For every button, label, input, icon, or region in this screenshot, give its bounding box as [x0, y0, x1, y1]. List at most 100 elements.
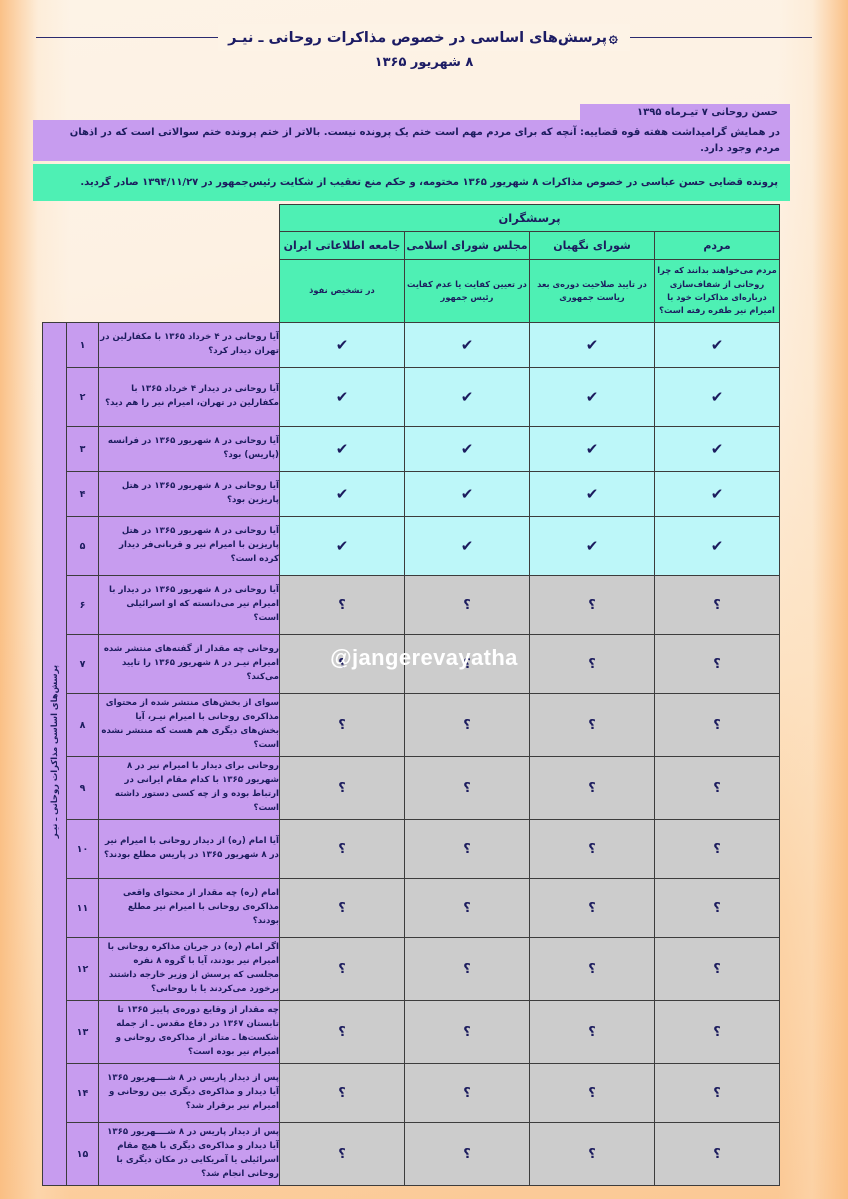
- answer-cell-r13-c2: ؟: [529, 1000, 655, 1064]
- row-number-13: ۱۳: [65, 1000, 99, 1064]
- quote-attribution: حسن روحانی ۷ تیـرماه ۱۳۹۵: [580, 104, 790, 120]
- matrix-column-desc-row: مردم می‌خواهند بدانند که چرا روحانی از ش…: [42, 259, 780, 323]
- notice-banner-green: پرونده قضایی حسن عباسی در خصوص مذاکرات ۸…: [33, 164, 790, 201]
- answer-cell-r1-c1: ✔: [654, 322, 780, 368]
- row-number-14: ۱۴: [65, 1063, 99, 1123]
- page-title: ۞پرسش‌های اساسی در خصوص مذاکرات روحانی ـ…: [218, 24, 630, 51]
- answer-cell-r7-c3: ؟: [404, 634, 530, 694]
- header-rule-wrapper: ۞پرسش‌های اساسی در خصوص مذاکرات روحانی ـ…: [0, 24, 848, 51]
- answer-cell-r6-c2: ؟: [529, 575, 655, 635]
- matrix-column-label-row: مردم شورای نگهبان مجلس شورای اسلامی جامعه ا…: [42, 231, 780, 260]
- answer-cell-r11-c2: ؟: [529, 878, 655, 938]
- answer-cell-r14-c2: ؟: [529, 1063, 655, 1123]
- answer-cell-r15-c2: ؟: [529, 1122, 655, 1186]
- question-text-5: آیا روحانی در ۸ شهریور ۱۳۶۵ در هتل پاریز…: [97, 516, 280, 576]
- answer-cell-r13-c1: ؟: [654, 1000, 780, 1064]
- row-number-12: ۱۲: [65, 937, 99, 1001]
- answer-cell-r3-c3: ✔: [404, 426, 530, 472]
- answer-cell-r11-c4: ؟: [278, 878, 406, 938]
- answer-cell-r4-c3: ✔: [404, 471, 530, 517]
- question-text-15: پس از دیدار پاریس در ۸ شــــهریور ۱۳۶۵ آ…: [97, 1122, 280, 1186]
- answer-cell-r6-c3: ؟: [404, 575, 530, 635]
- question-text-3: آیا روحانی در ۸ شهریور ۱۳۶۵ در فرانسه (پ…: [97, 426, 280, 472]
- answer-cell-r9-c3: ؟: [404, 756, 530, 820]
- row-number-8: ۸: [65, 693, 99, 757]
- question-text-7: روحانی چه مقدار از گفته‌های منتشر شده ام…: [97, 634, 280, 694]
- answer-cell-r10-c1: ؟: [654, 819, 780, 879]
- questions-matrix-table: پرسشگران مردم شورای نگهبان مجلس شورای اسلام…: [41, 204, 781, 1186]
- answer-cell-r10-c3: ؟: [404, 819, 530, 879]
- column-header-0: مردم: [654, 231, 780, 260]
- answer-cell-r8-c4: ؟: [278, 693, 406, 757]
- question-text-2: آیا روحانی در دیدار ۴ خرداد ۱۳۶۵ با مکفا…: [97, 367, 280, 427]
- question-text-10: آیا امام (ره) از دیدار روحانی با امیرام …: [97, 819, 280, 879]
- table-row: ؟ ؟ ؟ ؟ پس از دیدار پاریس در ۸ شــــهریور ۱۳…: [42, 1122, 780, 1186]
- header-spacer-question-2: [98, 232, 279, 260]
- table-row: ✔ ✔ ✔ ✔ آیا روحانی در ۸ شهریور ۱۳۶۵ در هتل پ…: [42, 516, 780, 576]
- row-number-2: ۲: [65, 367, 99, 427]
- answer-cell-r2-c4: ✔: [278, 367, 406, 427]
- answer-cell-r4-c2: ✔: [529, 471, 655, 517]
- column-desc-3: در تشخیص نفوذ: [278, 259, 406, 323]
- answer-cell-r14-c1: ؟: [654, 1063, 780, 1123]
- header-spacer-number: [66, 205, 98, 232]
- answer-cell-r6-c1: ؟: [654, 575, 780, 635]
- answer-cell-r7-c1: ؟: [654, 634, 780, 694]
- row-number-10: ۱۰: [65, 819, 99, 879]
- header-spacer-question-3: [98, 260, 279, 323]
- answer-cell-r14-c4: ؟: [278, 1063, 406, 1123]
- answer-cell-r13-c4: ؟: [278, 1000, 406, 1064]
- header-spacer-number-2: [66, 232, 98, 260]
- answer-cell-r15-c3: ؟: [404, 1122, 530, 1186]
- question-text-9: روحانی برای دیدار با امیرام نیر در ۸ شهر…: [97, 756, 280, 820]
- answer-cell-r9-c2: ؟: [529, 756, 655, 820]
- table-row: ؟ ؟ ؟ ؟ روحانی چه مقدار از گفته‌های منتشر شد…: [42, 634, 780, 694]
- column-desc-2: در تعیین کفایت یا عدم کفایت رئیس جمهور: [404, 259, 530, 323]
- answer-cell-r4-c1: ✔: [654, 471, 780, 517]
- answer-cell-r8-c1: ؟: [654, 693, 780, 757]
- table-row: ؟ ؟ ؟ ؟ امام (ره) چه مقدار از محتوای واقعی م…: [42, 878, 780, 938]
- table-row: ✔ ✔ ✔ ✔ آیا روحانی در ۴ خرداد ۱۳۶۵ با مکفارل…: [41, 322, 780, 1186]
- answer-cell-r3-c4: ✔: [278, 426, 406, 472]
- answer-cell-r7-c4: ؟: [278, 634, 406, 694]
- row-number-9: ۹: [65, 756, 99, 820]
- answer-cell-r12-c4: ؟: [278, 937, 406, 1001]
- row-number-1: ۱: [65, 322, 99, 368]
- row-number-4: ۴: [65, 471, 99, 517]
- quote-text: در همایش گرامیداشت هفته قوه قضاییه: آنچه…: [33, 120, 790, 161]
- answer-cell-r14-c3: ؟: [404, 1063, 530, 1123]
- quote-banner-purple: حسن روحانی ۷ تیـرماه ۱۳۹۵ در همایش گرامی…: [33, 104, 790, 161]
- question-text-13: چه مقدار از وقایع دوره‌ی پاییز ۱۳۶۵ تا ت…: [97, 1000, 280, 1064]
- row-number-3: ۳: [65, 426, 99, 472]
- header-spacer-number-3: [66, 260, 98, 323]
- answer-cell-r1-c2: ✔: [529, 322, 655, 368]
- question-text-11: امام (ره) چه مقدار از محتوای واقعی مذاکر…: [97, 878, 280, 938]
- answer-cell-r10-c4: ؟: [278, 819, 406, 879]
- column-header-3: جامعه اطلاعاتی ایران: [278, 231, 406, 260]
- question-text-4: آیا روحانی در ۸ شهریور ۱۳۶۵ در هتل پاریز…: [97, 471, 280, 517]
- questions-matrix-block: پرسشگران مردم شورای نگهبان مجلس شورای اسلام…: [41, 204, 781, 1186]
- answer-cell-r5-c1: ✔: [654, 516, 780, 576]
- table-row: ؟ ؟ ؟ ؟ اگر امام (ره) در جریان مذاکره روحانی…: [42, 937, 780, 1001]
- answer-cell-r10-c2: ؟: [529, 819, 655, 879]
- answer-cell-r4-c4: ✔: [278, 471, 406, 517]
- answer-cell-r8-c2: ؟: [529, 693, 655, 757]
- answer-cell-r12-c2: ؟: [529, 937, 655, 1001]
- answer-cell-r15-c1: ؟: [654, 1122, 780, 1186]
- answer-cell-r12-c1: ؟: [654, 937, 780, 1001]
- header-spacer-question: [98, 205, 279, 232]
- header-spacer-side: [42, 205, 66, 323]
- question-text-14: پس از دیدار پاریس در ۸ شــــهریور ۱۳۶۵ آ…: [97, 1063, 280, 1123]
- question-text-6: آیا روحانی در ۸ شهریور ۱۳۶۵ در دیدار با …: [97, 575, 280, 635]
- table-row: ؟ ؟ ؟ ؟ آیا روحانی در ۸ شهریور ۱۳۶۵ در دیدار…: [42, 575, 780, 635]
- matrix-group-header-row: پرسشگران: [42, 204, 781, 232]
- column-header-2: مجلس شورای اسلامی: [404, 231, 530, 260]
- table-row: ؟ ؟ ؟ ؟ پس از دیدار پاریس در ۸ شــــهریور ۱۳…: [42, 1063, 780, 1123]
- answer-cell-r15-c4: ؟: [278, 1122, 406, 1186]
- table-row: ✔ ✔ ✔ ✔ آیا روحانی در دیدار ۴ خرداد ۱۳۶۵ با …: [42, 367, 780, 427]
- answer-cell-r9-c1: ؟: [654, 756, 780, 820]
- answer-cell-r1-c3: ✔: [404, 322, 530, 368]
- answer-cell-r6-c4: ؟: [278, 575, 406, 635]
- table-row: ؟ ؟ ؟ ؟ سوای از بخش‌های منتشر شده از محتوای …: [42, 693, 780, 757]
- page-date: ۸ شهریور ۱۳۶۵: [374, 55, 474, 70]
